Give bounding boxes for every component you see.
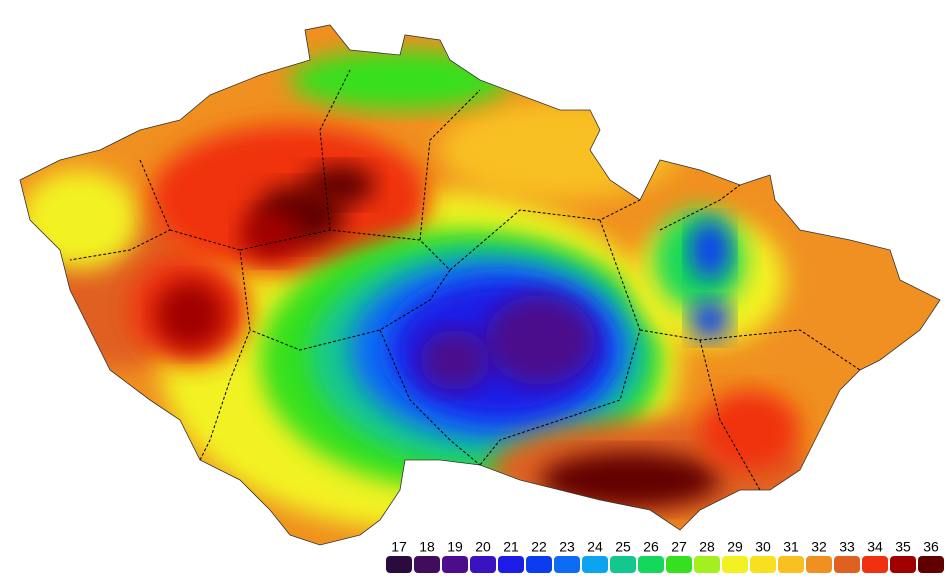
legend-swatch [610,556,636,573]
temperature-zone [155,280,225,350]
legend-label: 20 [475,539,491,555]
temperature-zone [305,165,375,205]
temperature-zone [690,220,730,280]
legend: 17 18 19 20 21 22 23 24 25 26 27 28 29 30 31 32 33 34 35 36 [386,539,944,573]
legend-swatch [666,556,692,573]
legend-label: 25 [615,539,631,555]
legend-label: 19 [447,539,463,555]
legend-label: 34 [867,539,883,555]
legend-swatch [582,556,608,573]
legend-swatch [862,556,888,573]
legend-swatch [498,556,524,573]
region-borders [69,69,861,491]
legend-label: 18 [419,539,435,555]
temperature-zone [20,170,140,270]
legend-swatch [638,556,664,573]
temperature-zone [540,452,720,508]
legend-swatch [722,556,748,573]
legend-label: 35 [895,539,911,555]
legend-swatch [526,556,552,573]
legend-swatch [414,556,440,573]
legend-label: 36 [923,539,939,555]
legend-swatch [694,556,720,573]
legend-swatch [918,556,944,573]
legend-label: 33 [839,539,855,555]
legend-label: 30 [755,539,771,555]
legend-label: 31 [783,539,799,555]
legend-swatch [778,556,804,573]
legend-label: 26 [643,539,659,555]
legend-swatch [834,556,860,573]
legend-label: 27 [671,539,687,555]
temperature-zone [440,100,680,200]
legend-swatch [442,556,468,573]
temperature-zone [290,50,510,110]
legend-label: 21 [503,539,519,555]
legend-label: 23 [559,539,575,555]
legend-label: 17 [391,539,407,555]
legend-swatch [806,556,832,573]
legend-label: 24 [587,539,603,555]
legend-swatch [554,556,580,573]
temperature-zone [485,295,595,385]
legend-swatch [750,556,776,573]
legend-label: 22 [531,539,547,555]
temperature-zone [690,300,730,340]
legend-label: 32 [811,539,827,555]
legend-swatch [890,556,916,573]
legend-label: 28 [699,539,715,555]
legend-swatch [470,556,496,573]
legend-label: 29 [727,539,743,555]
temperature-zone [240,210,300,260]
temperature-zone [420,330,490,390]
temperature-zone [700,390,800,470]
legend-swatch [386,556,412,573]
